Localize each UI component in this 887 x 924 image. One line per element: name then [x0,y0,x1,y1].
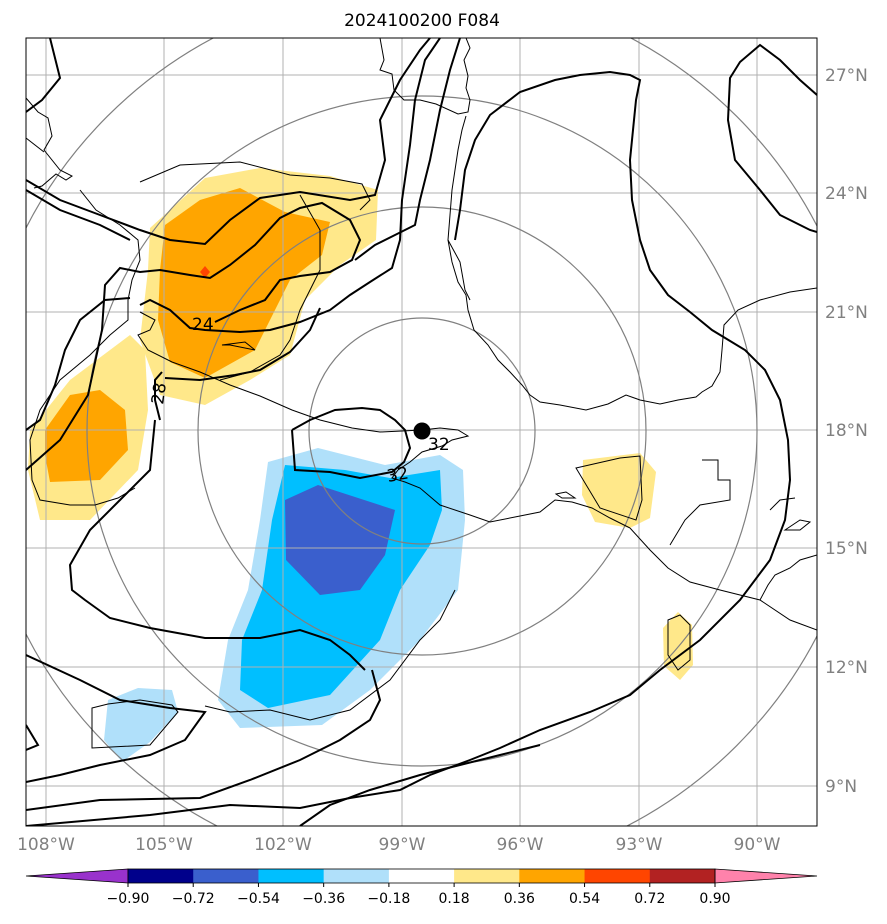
colorbar-tick-label: −0.36 [302,891,345,907]
positive-anomaly-orange-nw [158,188,330,378]
colorbar-swatch [584,869,651,883]
lon-label-102w: 102°W [254,835,312,855]
lon-label-108w: 108°W [17,835,75,855]
lon-label-105w: 105°W [135,835,193,855]
colorbar-tick-label: −0.54 [237,891,280,907]
map-frame [25,37,818,827]
lat-label-27n: 27°N [825,66,868,86]
colorbar-tick-label: −0.90 [107,891,150,907]
lon-label-90w: 90°W [734,835,781,855]
contour-label-32-north: 32 [428,435,450,455]
colorbar-tick-label: 0.54 [569,891,600,907]
colorbar-tick-label: 0.72 [634,891,665,907]
colorbar-extend-high [714,868,818,884]
lat-label-15n: 15°N [825,539,868,559]
lat-label-9n: 9°N [825,777,857,797]
lat-label-21n: 21°N [825,303,868,323]
lat-label-12n: 12°N [825,658,868,678]
graticule [26,38,817,826]
colorbar-swatch [454,869,520,883]
longitude-labels: 108°W 105°W 102°W 99°W 96°W 93°W 90°W [17,835,781,855]
range-rings [26,38,817,826]
contour-label-28: 28 [148,381,171,405]
colorbar-swatch [258,869,325,883]
positive-anomaly-red-spot [200,266,210,278]
storm-center-dot [413,422,431,440]
colorbar-swatch [193,869,259,883]
colorbar-swatch [519,869,586,883]
colorbar-swatch [649,869,716,883]
colorbar: −0.90 −0.72 −0.54 −0.36 −0.18 0.18 0.36 0.54 0.7… [25,868,818,907]
colorbar-outline [127,868,716,884]
lat-label-24n: 24°N [825,184,868,204]
contour-label-32-south: 32 [385,463,410,486]
negative-anomaly-royalblue [285,485,395,595]
map-title: 2024100200 F084 [344,11,500,31]
positive-anomaly-yellow-east [582,453,656,528]
latitude-labels: 27°N 24°N 21°N 18°N 15°N 12°N 9°N [825,66,868,797]
colorbar-swatch [388,869,455,883]
contour-outer-west [26,38,62,113]
colorbar-swatch [128,869,194,883]
colorbar-swatch [323,869,390,883]
lon-label-99w: 99°W [379,835,426,855]
contour-label-24: 24 [192,315,214,335]
colorbar-tick-label: 0.18 [439,891,470,907]
colorbar-tick-label: 0.90 [699,891,730,907]
isotherm-contours [26,38,817,826]
colorbar-extend-low [25,868,129,884]
colorbar-tick-label: −0.72 [172,891,215,907]
colorbar-tick-label: −0.18 [367,891,410,907]
lon-label-93w: 93°W [616,835,663,855]
coastlines [26,38,817,749]
lon-label-96w: 96°W [497,835,544,855]
lat-label-18n: 18°N [825,421,868,441]
colorbar-tick-label: 0.36 [504,891,535,907]
